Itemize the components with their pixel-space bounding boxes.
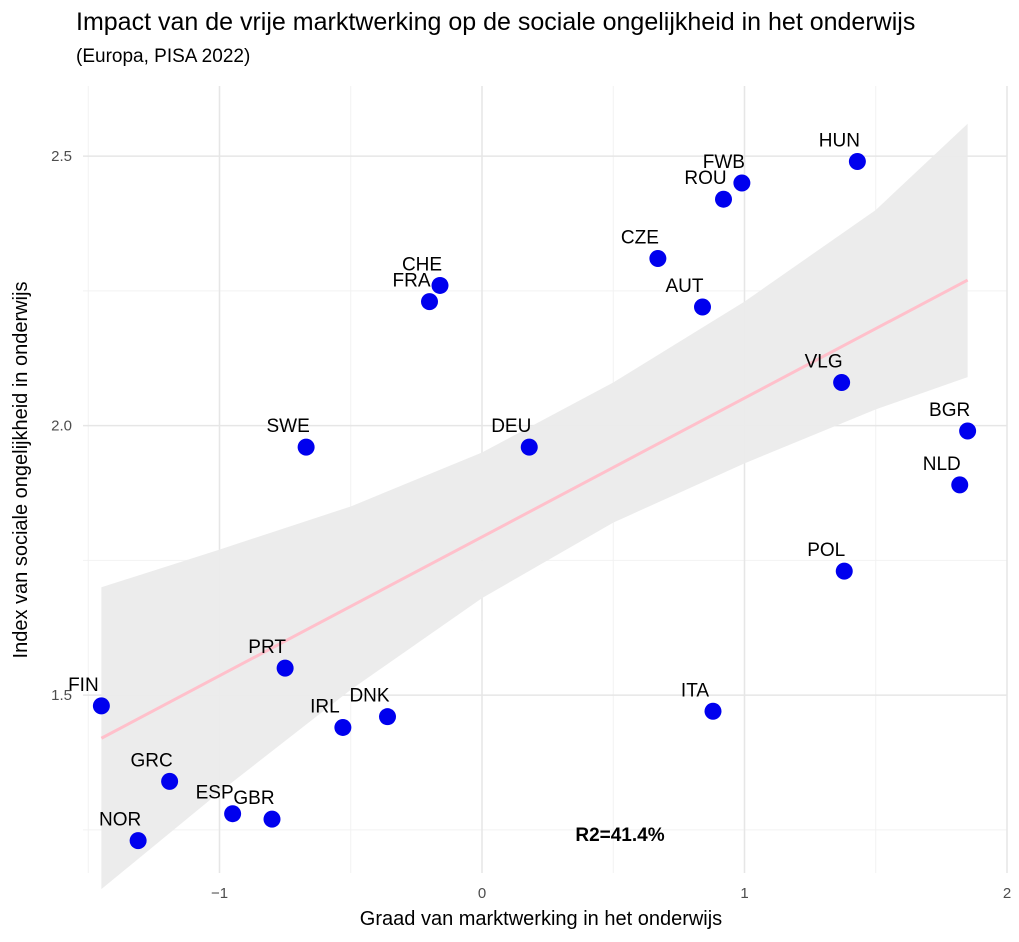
data-point-fra [421,293,438,311]
chart-title: Impact van de vrije marktwerking op de s… [76,8,916,36]
data-point-rou [715,190,732,208]
y-tick-label: 1.5 [51,687,72,704]
data-point-vlg [833,373,851,391]
axis-ticks: −1 0 1 2 1.5 2.0 2.5 [51,148,1011,902]
point-label-bgr: BGR [929,400,970,421]
y-tick-label: 2.0 [51,418,72,435]
data-point-fin [92,697,110,715]
point-label-pol: POL [807,540,845,561]
data-points [92,152,977,850]
point-label-dnk: DNK [349,686,389,707]
confidence-band-group [101,123,968,890]
fit-line-group [100,278,969,740]
data-point-irl [334,718,352,736]
confidence-band [101,123,968,890]
point-label-fra: FRA [393,271,431,292]
y-axis-title: Index van sociale ongelijkheid in onderw… [10,282,32,659]
data-point-hun [848,152,866,170]
x-tick-label: 0 [478,885,486,902]
data-point-che [431,276,449,294]
point-label-che: CHE [402,254,442,275]
x-axis-title: Graad van marktwerking in het onderwijs [360,908,722,930]
point-label-irl: IRL [310,696,340,717]
data-point-cze [649,249,667,267]
point-label-esp: ESP [196,783,234,804]
point-label-cze: CZE [621,227,659,248]
data-point-pol [835,562,853,580]
r2-annotation: R2=41.4% [575,825,664,846]
data-point-esp [224,805,242,823]
data-point-ita [704,702,722,720]
x-tick-label: 1 [740,885,748,902]
point-label-gbr: GBR [233,788,274,809]
point-label-ita: ITA [681,680,709,701]
chart-subtitle: (Europa, PISA 2022) [76,46,251,67]
data-point-deu [520,438,538,456]
data-point-dnk [379,708,396,726]
data-point-prt [276,659,294,677]
point-label-nld: NLD [923,454,961,475]
fit-line [100,278,969,740]
point-label-swe: SWE [266,416,309,437]
data-point-nld [951,476,969,494]
x-tick-label: 2 [1003,885,1011,902]
data-point-aut [694,298,711,316]
point-label-deu: DEU [491,416,531,437]
data-point-swe [297,438,315,456]
point-label-prt: PRT [248,637,286,658]
data-point-bgr [959,422,977,440]
y-tick-label: 2.5 [51,148,72,165]
data-point-grc [161,772,179,790]
point-label-nor: NOR [99,810,141,831]
point-label-fin: FIN [68,675,99,696]
point-label-grc: GRC [131,750,173,771]
x-tick-label: −1 [211,885,228,902]
point-label-hun: HUN [819,130,860,151]
point-label-fwb: FWB [703,152,745,173]
point-label-rou: ROU [684,168,726,189]
data-point-nor [129,832,147,850]
data-point-gbr [263,810,281,828]
point-label-vlg: VLG [805,351,843,372]
point-label-aut: AUT [666,276,704,297]
data-point-fwb [733,174,751,192]
